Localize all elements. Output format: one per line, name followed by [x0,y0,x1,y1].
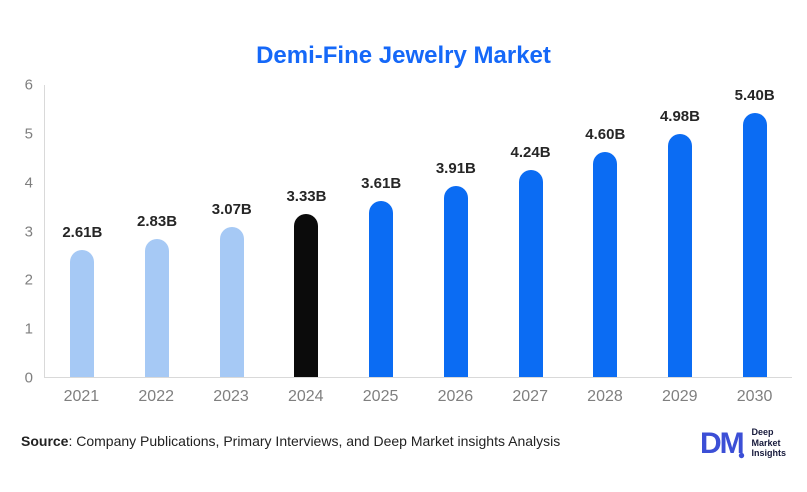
x-tick-label-2029: 2029 [661,388,698,405]
bar-2028 [593,152,618,377]
y-tick-label-0: 0 [24,369,33,387]
value-label-2030: 5.40B [734,87,775,105]
logo-word-deep: Deep [751,427,774,438]
deep-market-insights-logo: DM Deep Market Insights [700,425,786,461]
value-label-2028: 4.60B [585,126,626,144]
value-label-2021: 2.61B [62,223,103,241]
y-tick-label-4: 4 [24,174,33,192]
value-label-2029: 4.98B [659,107,700,125]
source-note: Source: Company Publications, Primary In… [21,433,560,449]
logo-word-insights: Insights [751,448,786,459]
bars-container: 2.61B 2.83B 3.07B 3.33B 3.61B 3.91B 4.24B 4.60B… [45,85,792,377]
x-tick-label-2025: 2025 [362,388,399,405]
bar-column-2029: 4.98B [643,85,718,377]
value-label-2022: 2.83B [137,212,178,230]
source-label: Source [21,433,69,449]
bar-2026 [443,186,468,377]
bar-column-2023: 3.07B [194,85,269,377]
x-tick-label-2021: 2021 [63,388,100,405]
dm-logo-icon: DM [700,427,745,460]
y-tick-label-2: 2 [24,271,33,289]
bar-column-2030: 5.40B [717,85,792,377]
y-tick-label-3: 3 [24,223,33,240]
bar-2027 [518,169,543,377]
source-text: : Company Publications, Primary Intervie… [68,433,561,449]
value-label-2027: 4.24B [510,143,551,161]
x-tick-label-2023: 2023 [213,388,249,405]
plot-area: 2.61B 2.83B 3.07B 3.33B 3.61B 3.91B 4.24B 4.60B… [44,85,792,378]
bar-column-2026: 3.91B [419,85,494,377]
page-title: Demi-Fine Jewelry Market [256,42,551,69]
bar-column-2027: 4.24B [493,85,568,377]
bar-2025 [369,200,394,377]
x-tick-label-2030: 2030 [736,388,773,405]
x-tick-label-2022: 2022 [138,388,174,405]
x-tick-label-2024: 2024 [287,388,324,405]
bar-column-2022: 2.83B [120,85,195,377]
bar-column-2028: 4.60B [568,85,643,377]
x-axis-labels: 2021 2022 2023 2024 2025 2026 2027 2028 2029 2030 [44,388,792,406]
bar-2030 [742,113,767,377]
bar-2021 [70,249,95,377]
x-tick-label-2026: 2026 [437,388,474,405]
x-tick-label-2028: 2028 [587,388,623,405]
value-label-2026: 3.91B [435,160,476,178]
logo-wordmark: Deep Market Insights [751,427,786,459]
value-label-2023: 3.07B [211,201,252,219]
y-tick-label-6: 6 [24,76,33,94]
value-label-2025: 3.61B [361,174,402,192]
bar-2024 [294,214,319,377]
bar-column-2024: 3.33B [269,85,344,377]
bar-column-2021: 2.61B [45,85,120,377]
bar-2023 [219,227,244,377]
y-tick-label-5: 5 [24,125,33,143]
value-label-2024: 3.33B [286,188,327,206]
bar-column-2025: 3.61B [344,85,419,377]
x-tick-label-2027: 2027 [512,388,548,405]
bar-2022 [145,238,170,377]
bar-2029 [667,133,692,377]
logo-word-market: Market [751,437,781,448]
y-tick-label-1: 1 [24,320,33,338]
svg-text:DM: DM [700,427,743,460]
